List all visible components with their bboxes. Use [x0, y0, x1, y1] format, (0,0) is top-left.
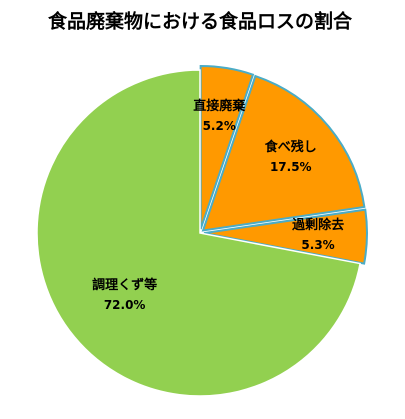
- slice-label: 調理くず等: [92, 277, 157, 293]
- pie-slice: [36, 69, 361, 397]
- pie-slice: [201, 74, 366, 232]
- value-label: 72.0%: [104, 298, 146, 312]
- value-label: 5.2%: [203, 119, 236, 133]
- slice-label: 食べ残し: [265, 139, 317, 155]
- value-label: 17.5%: [270, 160, 312, 174]
- value-label: 5.3%: [301, 238, 334, 252]
- slice-label: 直接廃棄: [193, 98, 246, 114]
- slice-label: 過剰除去: [291, 217, 344, 233]
- pie-slice: [199, 65, 255, 230]
- pie-slice: [203, 208, 368, 265]
- chart-title: 食品廃棄物における食品ロスの割合: [48, 10, 353, 33]
